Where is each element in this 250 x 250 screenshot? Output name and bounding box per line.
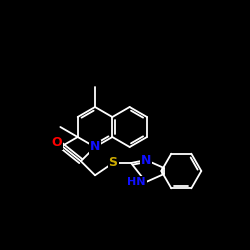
Text: O: O <box>52 136 62 148</box>
Text: N: N <box>90 140 100 153</box>
Text: N: N <box>141 154 151 166</box>
Text: S: S <box>108 156 118 170</box>
Text: HN: HN <box>128 177 146 187</box>
